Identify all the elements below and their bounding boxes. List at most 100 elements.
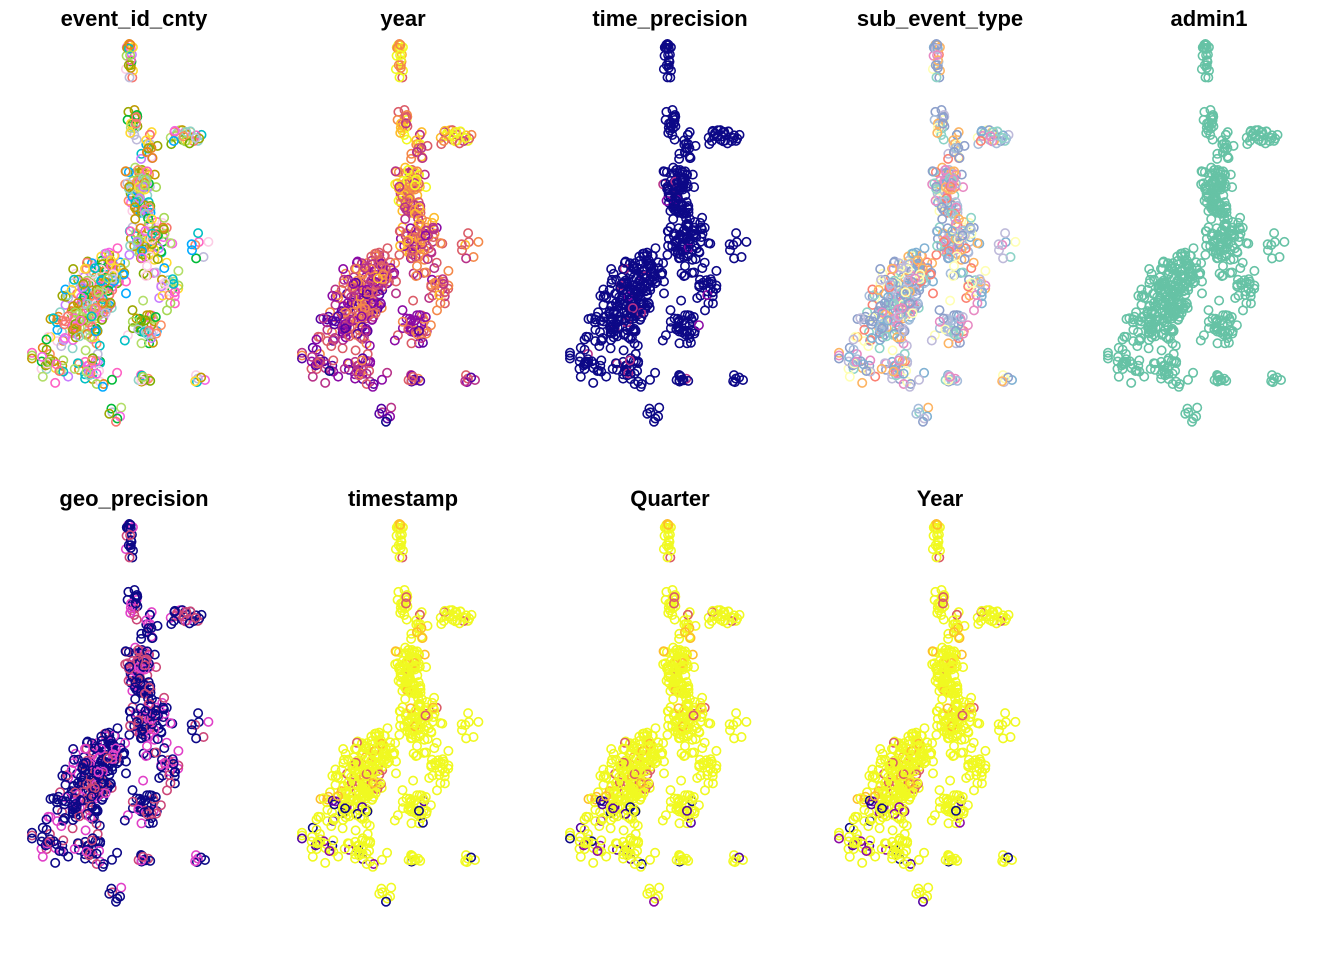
data-point xyxy=(126,118,137,129)
data-point xyxy=(964,290,975,301)
data-point xyxy=(729,253,740,264)
data-point xyxy=(111,416,122,427)
data-point xyxy=(966,228,977,239)
data-point xyxy=(121,768,132,779)
data-point xyxy=(663,127,674,138)
data-point xyxy=(1228,254,1239,265)
data-point xyxy=(410,180,421,191)
data-point xyxy=(1124,313,1135,324)
data-point xyxy=(125,55,136,66)
data-point xyxy=(1146,268,1157,279)
data-point xyxy=(665,323,676,334)
data-point xyxy=(187,245,198,256)
data-point xyxy=(681,213,692,224)
data-point xyxy=(1245,291,1256,302)
data-point xyxy=(37,371,48,382)
data-point xyxy=(617,263,628,274)
data-point xyxy=(380,416,391,427)
data-point xyxy=(613,315,624,326)
data-point xyxy=(464,133,475,144)
data-point xyxy=(66,764,77,775)
data-point xyxy=(976,125,987,136)
data-point xyxy=(52,804,63,815)
data-point xyxy=(397,323,408,334)
data-point xyxy=(101,728,112,739)
data-point xyxy=(678,180,689,191)
data-point xyxy=(375,255,386,266)
data-point xyxy=(338,263,349,274)
data-point xyxy=(671,165,682,176)
data-point xyxy=(69,274,80,285)
data-point xyxy=(643,297,654,308)
data-point xyxy=(152,140,163,151)
data-point xyxy=(340,268,351,279)
data-point xyxy=(361,378,372,389)
data-point xyxy=(70,268,81,279)
data-point xyxy=(992,126,1003,137)
data-point xyxy=(178,131,189,142)
data-point xyxy=(350,825,361,836)
data-point xyxy=(1195,335,1206,346)
data-point xyxy=(463,228,474,239)
data-point xyxy=(663,39,674,50)
panel-title: timestamp xyxy=(348,486,458,511)
data-point xyxy=(1263,245,1274,256)
data-point xyxy=(643,255,654,266)
data-point xyxy=(732,133,743,144)
data-point xyxy=(356,355,367,366)
data-point xyxy=(1214,295,1225,306)
data-point xyxy=(159,212,170,223)
data-point xyxy=(351,257,362,268)
data-point xyxy=(50,857,61,868)
data-point xyxy=(1182,403,1193,414)
data-point xyxy=(143,213,154,224)
data-point xyxy=(632,365,643,376)
data-point xyxy=(665,305,676,316)
data-point xyxy=(60,764,71,775)
data-point xyxy=(318,313,329,324)
data-point xyxy=(124,72,135,83)
data-point xyxy=(150,230,161,241)
data-point xyxy=(159,263,170,274)
data-point xyxy=(1234,224,1245,235)
data-point xyxy=(443,265,454,276)
data-point xyxy=(595,360,606,371)
data-point xyxy=(993,239,1004,250)
panel-event-id-cnty: event_id_cnty xyxy=(26,6,214,427)
data-point xyxy=(1146,323,1157,334)
data-point xyxy=(702,286,713,297)
data-point xyxy=(158,704,169,715)
data-point xyxy=(161,737,172,748)
data-point xyxy=(130,214,141,225)
data-point xyxy=(1187,416,1198,427)
data-point xyxy=(91,378,102,389)
data-point xyxy=(1133,360,1144,371)
data-point xyxy=(419,244,430,255)
data-point xyxy=(81,737,92,748)
data-point xyxy=(575,351,586,362)
data-point xyxy=(635,298,646,309)
data-point xyxy=(927,288,938,299)
data-point xyxy=(127,316,138,327)
data-point xyxy=(1203,323,1214,334)
data-point xyxy=(118,749,129,760)
data-point xyxy=(146,214,157,225)
data-point xyxy=(596,366,607,377)
data-point xyxy=(125,519,136,530)
data-point xyxy=(94,365,105,376)
data-point xyxy=(1225,244,1236,255)
data-point xyxy=(1269,228,1280,239)
data-point xyxy=(1244,136,1255,147)
data-point xyxy=(654,402,665,413)
data-point xyxy=(861,365,872,376)
data-point xyxy=(165,238,176,249)
data-point xyxy=(394,729,405,740)
data-point xyxy=(919,243,930,254)
data-point xyxy=(897,355,908,366)
data-point xyxy=(1194,269,1205,280)
data-point xyxy=(886,263,897,274)
data-point xyxy=(127,305,138,316)
data-point xyxy=(97,778,108,789)
data-point xyxy=(716,131,727,142)
data-point xyxy=(1167,289,1178,300)
